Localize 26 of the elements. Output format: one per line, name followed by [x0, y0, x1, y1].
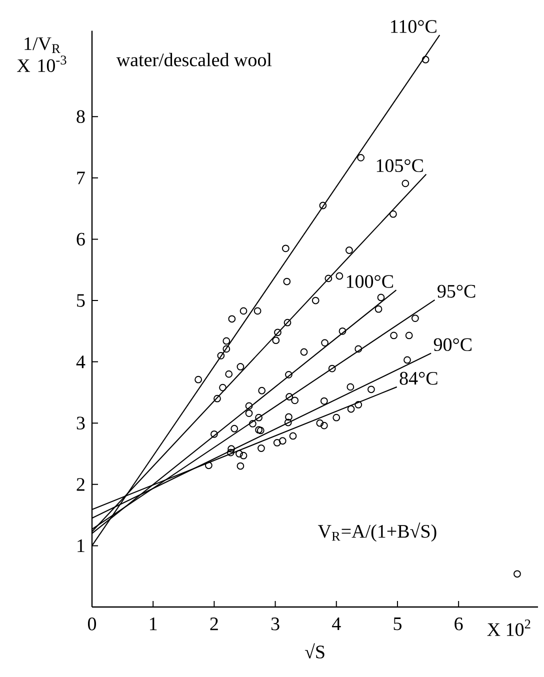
x-tick-label: 2	[210, 618, 218, 630]
x-tick-label: 0	[88, 618, 96, 630]
series-label: 110°C	[391, 20, 436, 33]
series-label: 90°C	[434, 338, 472, 352]
x-tick-label: 3	[271, 618, 280, 630]
series-label: 100°C	[346, 275, 394, 288]
series-label: 95°C	[438, 284, 476, 298]
y-tick-label: 5	[77, 294, 85, 307]
y-tick-label: 7	[77, 172, 85, 184]
series-label: 84°C	[400, 372, 438, 385]
y-tick-label: 3	[76, 416, 85, 430]
x-tick-label: 6	[454, 618, 463, 630]
y-tick-label: 1	[78, 539, 84, 552]
y-axis-title: 1/V$_{R}$ X 10$^{-3}$	[17, 37, 66, 72]
y-tick-label: 2	[76, 478, 84, 491]
y-tick-label: 4	[76, 356, 86, 368]
series-label: 105°C	[376, 159, 423, 172]
annotation: V$_{R}$=A/(1+B√S)	[318, 522, 436, 542]
y-tick-label: 8	[76, 110, 85, 124]
x-tick-label: 5	[394, 618, 402, 630]
x-tick-label: 4	[332, 618, 341, 630]
annotation: water/descaled wool	[116, 52, 272, 66]
x-axis-title: √S	[304, 643, 324, 658]
x-tick-label: 1	[150, 618, 157, 630]
y-tick-label: 6	[76, 232, 85, 246]
text: X 10$^{2}$	[487, 620, 530, 636]
